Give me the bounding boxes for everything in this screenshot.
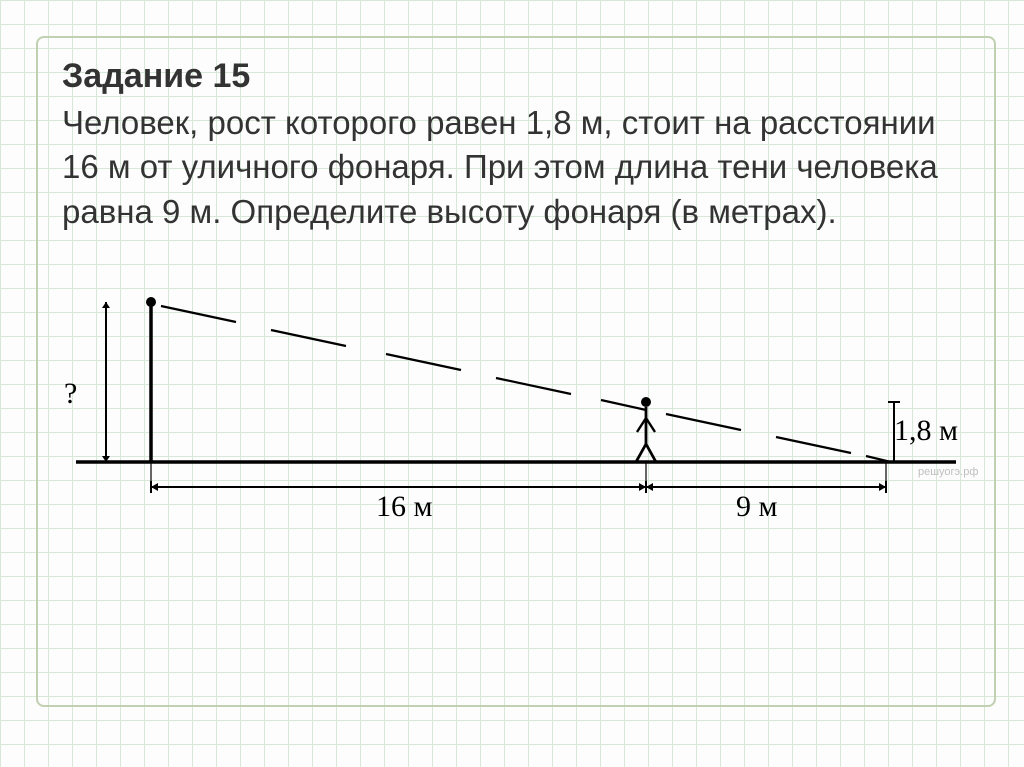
watermark: решуогэ.рф: [918, 466, 978, 478]
diagram: ? 1,8 м 16 м 9 м решуогэ.рф: [56, 282, 976, 582]
header: Задание 15: [38, 38, 994, 101]
task-title: Задание 15: [62, 56, 970, 97]
distance1-label: 16 м: [376, 490, 432, 524]
unknown-label: ?: [64, 377, 77, 411]
diagram-svg: [56, 282, 976, 582]
slide-frame: Задание 15 Человек, рост которого равен …: [36, 36, 996, 707]
task-text: Человек, рост которого равен 1,8 м, стои…: [38, 101, 994, 235]
person-height-label: 1,8 м: [894, 414, 958, 448]
distance2-label: 9 м: [736, 490, 777, 524]
